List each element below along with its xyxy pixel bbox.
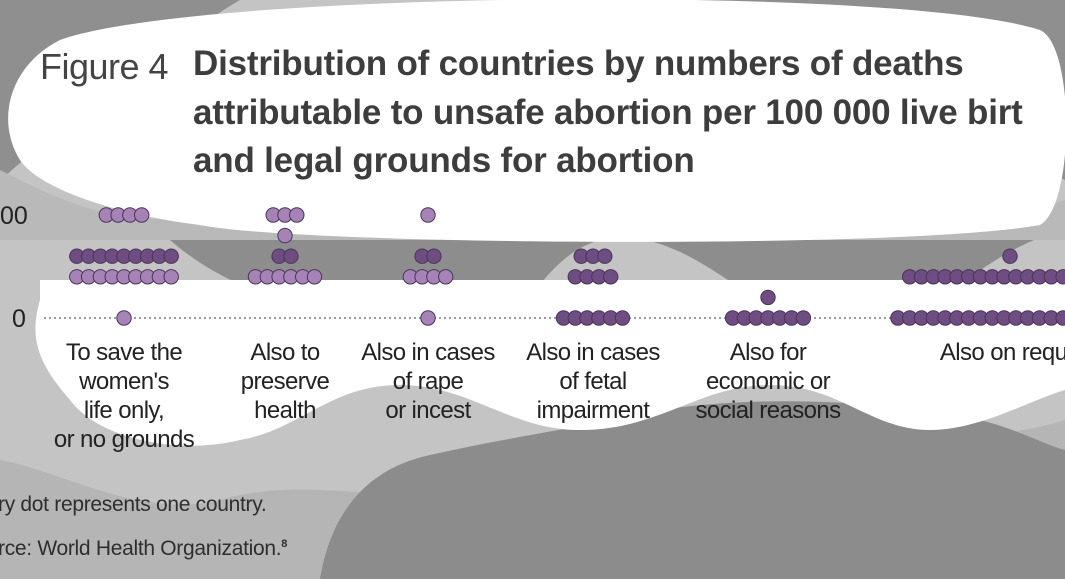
category-label: health <box>254 397 316 424</box>
data-dot <box>420 310 436 326</box>
data-dot <box>306 269 323 285</box>
data-dot <box>760 289 776 306</box>
data-dot <box>1002 248 1018 264</box>
category-label: To save the <box>66 339 182 366</box>
source-note: rce: World Health Organization.8 <box>0 537 287 561</box>
data-dot <box>1055 310 1065 326</box>
category-label: Also in cases <box>361 339 495 366</box>
category-label: women's <box>78 368 169 395</box>
data-dot <box>277 227 293 244</box>
data-dot <box>163 269 179 285</box>
category-label: Also on reque <box>940 339 1065 366</box>
title-line-3: and legal grounds for abortion <box>193 141 695 180</box>
data-dot <box>116 310 132 326</box>
category-label: Also in cases <box>526 339 660 366</box>
y-tick-label: 0 <box>12 305 26 333</box>
category-label: or no grounds <box>54 426 195 453</box>
category-label: or incest <box>385 397 471 424</box>
category-label: preserve <box>241 368 330 395</box>
data-dot <box>1055 269 1065 285</box>
data-dot <box>614 310 631 326</box>
category-label: Also for <box>730 339 807 366</box>
category-label: impairment <box>537 397 651 424</box>
data-dot <box>289 207 305 223</box>
y-tick-label: 00 <box>0 202 28 230</box>
title-line-1: Distribution of countries by numbers of … <box>193 44 964 83</box>
data-dot <box>420 207 436 223</box>
data-dot <box>283 248 299 264</box>
data-dot <box>603 269 619 285</box>
data-dot <box>597 248 613 264</box>
category-label: economic or <box>706 368 831 395</box>
category-label: Also to <box>250 339 319 366</box>
data-dot <box>426 248 442 264</box>
data-dot <box>134 207 150 223</box>
source-ref: 8 <box>281 538 288 550</box>
category-label: of rape <box>393 368 464 395</box>
data-dot <box>438 269 454 285</box>
footnote: ry dot represents one country. <box>0 493 267 516</box>
data-dot <box>795 310 812 326</box>
title-line-2: attributable to unsafe abortion per 100 … <box>193 93 1023 132</box>
data-dot <box>163 248 179 264</box>
source-text: rce: World Health Organization. <box>0 537 282 560</box>
category-label: life only, <box>84 397 164 424</box>
category-label: social reasons <box>695 397 841 424</box>
category-label: of fetal <box>559 368 626 395</box>
figure-label: Figure 4 <box>40 46 169 87</box>
